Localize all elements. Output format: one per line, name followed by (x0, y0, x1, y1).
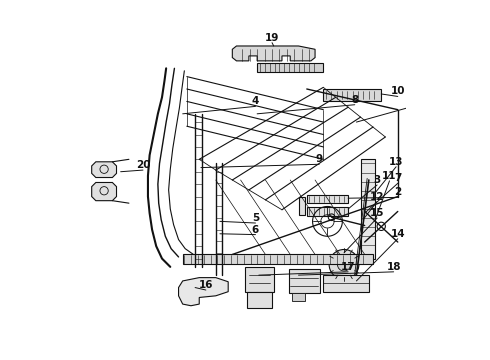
Bar (289, 269, 320, 293)
Bar (247, 292, 272, 308)
Text: 11: 11 (382, 171, 397, 181)
Bar (323, 275, 369, 292)
Text: 12: 12 (370, 192, 384, 202)
Text: 17: 17 (341, 262, 355, 272)
Text: 18: 18 (387, 262, 401, 272)
Text: 7: 7 (394, 174, 401, 183)
Text: 16: 16 (198, 280, 213, 290)
Bar (257, 63, 323, 72)
Text: 15: 15 (370, 208, 384, 218)
Text: 10: 10 (391, 86, 405, 96)
Text: 13: 13 (389, 157, 403, 167)
Bar (361, 159, 375, 258)
Text: 19: 19 (265, 33, 279, 43)
Text: 6: 6 (252, 225, 259, 235)
Bar (307, 207, 348, 216)
Circle shape (329, 249, 359, 279)
Polygon shape (92, 183, 117, 201)
Polygon shape (178, 278, 228, 306)
Text: 2: 2 (394, 188, 401, 197)
Bar (298, 197, 305, 215)
Circle shape (338, 258, 351, 271)
Text: 14: 14 (391, 229, 405, 239)
Polygon shape (92, 162, 117, 177)
Bar (323, 89, 381, 100)
Bar (307, 195, 348, 203)
Text: 4: 4 (252, 96, 259, 107)
Text: 5: 5 (252, 213, 259, 223)
Text: 8: 8 (351, 95, 358, 105)
Bar (245, 267, 274, 292)
Text: 3: 3 (373, 175, 381, 185)
Polygon shape (232, 46, 315, 61)
Text: 9: 9 (316, 154, 323, 164)
Bar (183, 255, 373, 264)
Bar (292, 293, 305, 301)
Text: 20: 20 (136, 160, 150, 170)
